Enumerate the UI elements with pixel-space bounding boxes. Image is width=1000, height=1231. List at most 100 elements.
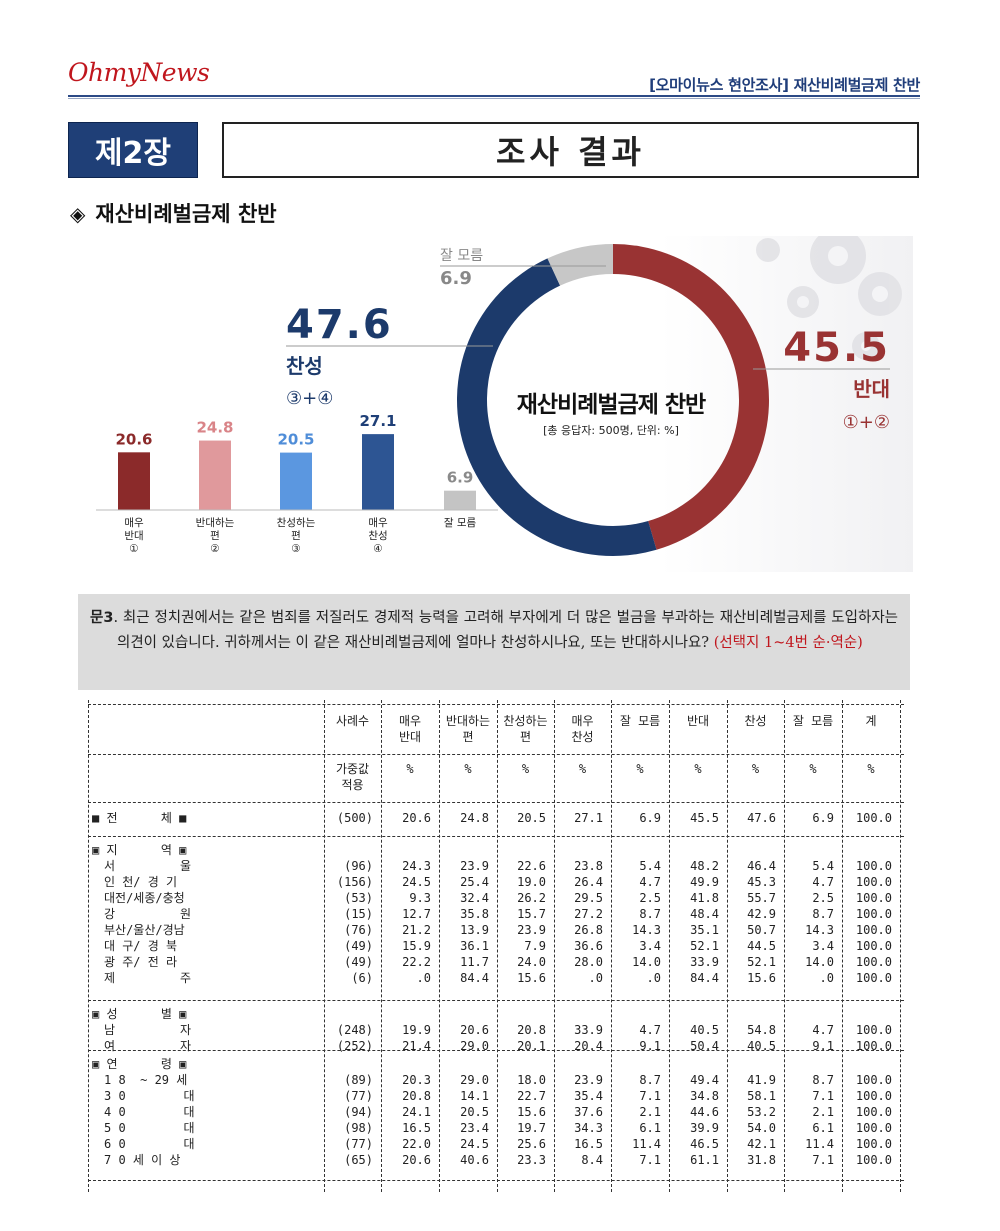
row-value-4-3-8: 53.2 [747, 1105, 776, 1119]
row-value-4-5-6: 11.4 [632, 1137, 661, 1151]
row-value-2-7-3: 11.7 [460, 955, 489, 969]
col-unit-6-line1: % [636, 762, 644, 776]
table-vline-1 [324, 700, 325, 1192]
table-vline-3 [439, 700, 440, 1192]
table-vline-5 [554, 700, 555, 1192]
row-value-4-1-8: 41.9 [747, 1073, 776, 1087]
total-row-value-6: 6.9 [639, 811, 661, 825]
donut-slice-2 [457, 258, 657, 556]
row-value-4-2-9: 7.1 [812, 1089, 834, 1103]
row-label-2-1: 서 울 [104, 859, 192, 873]
row-value-2-2-3: 25.4 [460, 875, 489, 889]
table-rule-2 [88, 802, 904, 803]
table-rule-5 [88, 1050, 904, 1051]
row-value-3-2-6: 9.1 [639, 1039, 661, 1053]
row-value-4-3-2: 24.1 [402, 1105, 431, 1119]
col-unit-3-line1: % [464, 762, 472, 776]
table-vline-2 [381, 700, 382, 1192]
row-value-4-5-1: (77) [344, 1137, 373, 1151]
row-value-4-6-1: (65) [344, 1153, 373, 1167]
row-value-4-4-7: 39.9 [690, 1121, 719, 1135]
col-unit-10-line1: % [867, 762, 875, 776]
row-label-3-1: 남 자 [104, 1023, 192, 1037]
row-value-2-3-10: 100.0 [855, 891, 892, 905]
bar-value-label-4: 27.1 [359, 412, 396, 430]
row-value-4-6-10: 100.0 [855, 1153, 892, 1167]
row-value-4-3-6: 2.1 [639, 1105, 661, 1119]
dk-total-value: 6.9 [440, 268, 472, 289]
bar-category-label-1-3: ① [129, 543, 138, 555]
row-value-2-4-9: 8.7 [812, 907, 834, 921]
question-text-block: 문3. 최근 정치권에서는 같은 범죄를 저질러도 경제적 능력을 고려해 부자… [90, 610, 899, 651]
row-label-2-2: 인 천/ 경 기 [104, 875, 178, 889]
bar-category-label-4-3: ④ [373, 543, 382, 555]
row-value-2-6-1: (49) [344, 939, 373, 953]
donut-center-subtitle: [총 응답자: 500명, 단위: %] [543, 424, 679, 437]
col-unit-9-line1: % [809, 762, 817, 776]
row-value-2-8-9: .0 [819, 971, 834, 985]
against-total-value: 45.5 [783, 325, 890, 371]
col-header-9-line1: 잘 모름 [792, 714, 834, 728]
row-value-2-1-3: 23.9 [460, 859, 489, 873]
row-value-3-1-5: 33.9 [574, 1023, 603, 1037]
bar-4 [362, 434, 394, 510]
bar-value-label-1: 20.6 [115, 430, 152, 448]
row-value-2-4-4: 15.7 [517, 907, 546, 921]
row-value-4-2-8: 58.1 [747, 1089, 776, 1103]
for-total-note: ③+④ [286, 388, 333, 409]
row-value-4-4-4: 19.7 [517, 1121, 546, 1135]
table-vline-10 [842, 700, 843, 1192]
total-row-value-7: 45.5 [690, 811, 719, 825]
row-value-2-5-1: (76) [344, 923, 373, 937]
row-label-4-5: 6 0 대 [104, 1137, 195, 1151]
row-value-3-1-10: 100.0 [855, 1023, 892, 1037]
row-value-4-4-9: 6.1 [812, 1121, 834, 1135]
col-header-5-line1: 매우 [571, 714, 594, 728]
row-value-2-1-2: 24.3 [402, 859, 431, 873]
row-value-4-5-9: 11.4 [805, 1137, 834, 1151]
col-header-6-line1: 잘 모름 [619, 714, 661, 728]
row-value-3-2-5: 20.4 [574, 1039, 603, 1053]
row-value-2-8-6: .0 [646, 971, 661, 985]
col-unit-8-line1: % [751, 762, 760, 776]
row-value-3-1-7: 40.5 [690, 1023, 719, 1037]
chapter-label: 제2장 [68, 122, 198, 178]
row-value-2-5-4: 23.9 [517, 923, 546, 937]
table-rule-0 [88, 704, 904, 705]
total-row-value-1: (500) [336, 811, 373, 825]
row-value-4-6-3: 40.6 [460, 1153, 489, 1167]
donut-slice-3 [547, 244, 613, 286]
table-vline-0 [88, 700, 89, 1192]
row-label-4-4: 5 0 대 [104, 1121, 195, 1135]
table-vline-11 [900, 700, 901, 1192]
row-value-2-4-6: 8.7 [639, 907, 661, 921]
row-value-2-4-2: 12.7 [402, 907, 431, 921]
row-value-4-2-2: 20.8 [402, 1089, 431, 1103]
row-value-2-3-2: 9.3 [409, 891, 431, 905]
bar-category-label-2-1: 반대하는 [196, 516, 235, 529]
table-vline-6 [611, 700, 612, 1192]
row-value-4-4-2: 16.5 [402, 1121, 431, 1135]
row-value-4-2-10: 100.0 [855, 1089, 892, 1103]
row-value-3-2-2: 21.4 [402, 1039, 431, 1053]
bar-category-label-2-3: ② [210, 543, 219, 555]
total-row-value-5: 27.1 [574, 811, 603, 825]
row-value-4-1-1: (89) [344, 1073, 373, 1087]
row-value-3-2-7: 50.4 [690, 1039, 719, 1053]
bar-category-label-4-2: 찬성 [368, 530, 387, 542]
col-header-4-line2: 편 [519, 730, 532, 744]
row-value-3-2-1: (252) [336, 1039, 373, 1053]
bar-category-label-2-2: 편 [210, 529, 220, 542]
row-value-2-2-8: 45.3 [747, 875, 776, 889]
row-value-2-1-9: 5.4 [812, 859, 834, 873]
col-header-4-line1: 찬성하는 [503, 714, 548, 728]
col-header-7-line1: 반대 [686, 714, 710, 728]
row-value-2-6-8: 44.5 [747, 939, 776, 953]
row-value-2-6-3: 36.1 [460, 939, 489, 953]
row-value-4-3-1: (94) [344, 1105, 373, 1119]
table-rule-1 [88, 754, 904, 755]
row-value-4-6-8: 31.8 [747, 1153, 776, 1167]
row-value-4-3-3: 20.5 [460, 1105, 489, 1119]
row-value-2-3-1: (53) [344, 891, 373, 905]
table-vline-4 [497, 700, 498, 1192]
